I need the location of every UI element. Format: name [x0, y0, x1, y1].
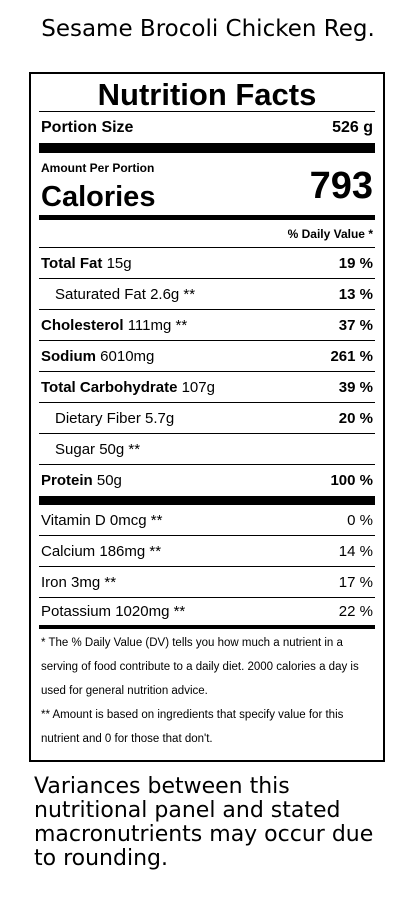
- calories-label: Calories: [41, 181, 156, 213]
- footnotes: * The % Daily Value (DV) tells you how m…: [39, 629, 375, 751]
- vitamin-amount: 3mg **: [71, 573, 117, 591]
- footnote-daily-value: * The % Daily Value (DV) tells you how m…: [41, 637, 359, 697]
- vitamin-amount: 0mcg **: [109, 511, 163, 529]
- vitamin-dv: 0 %: [347, 511, 373, 529]
- vitamin-name: Potassium: [41, 603, 112, 620]
- nutrient-amount: 15g: [106, 254, 132, 272]
- amount-per-portion-label: Amount Per Portion: [41, 161, 155, 175]
- vitamin-row-potassium: Potassium 1020mg ** 22 %: [39, 598, 375, 629]
- vitamin-dv: 22 %: [338, 603, 373, 620]
- rounding-note: Variances between this nutritional panel…: [34, 774, 374, 871]
- daily-value-header: % Daily Value *: [39, 220, 375, 248]
- thick-divider: [39, 496, 375, 505]
- portion-size-value: 526 g: [332, 118, 373, 136]
- nutrient-name: Sodium: [41, 347, 96, 365]
- nutrient-dv: 20 %: [338, 409, 373, 427]
- calories-block: Amount Per Portion Calories 793: [39, 153, 375, 215]
- nutrient-amount: 50g **: [99, 440, 141, 458]
- calories-value: 793: [309, 165, 373, 207]
- nutrient-row-dietary-fiber: Dietary Fiber 5.7g 20 %: [39, 403, 375, 434]
- nutrient-dv: 100 %: [330, 472, 373, 489]
- vitamin-name: Calcium: [41, 542, 96, 560]
- nutrition-facts-heading: Nutrition Facts: [39, 74, 375, 112]
- nutrient-dv: 39 %: [338, 378, 373, 396]
- vitamin-row-iron: Iron 3mg ** 17 %: [39, 567, 375, 598]
- vitamin-name: Vitamin D: [41, 511, 106, 529]
- medium-divider: [39, 215, 375, 220]
- portion-size-row: Portion Size 526 g: [39, 112, 375, 144]
- nutrient-name: Saturated Fat: [55, 285, 146, 303]
- nutrient-row-saturated-fat: Saturated Fat 2.6g ** 13 %: [39, 279, 375, 310]
- vitamin-dv: 14 %: [338, 542, 373, 560]
- nutrient-name: Total Carbohydrate: [41, 378, 178, 396]
- nutrient-name: Total Fat: [41, 254, 103, 272]
- nutrient-dv: 13 %: [338, 285, 373, 303]
- vitamin-amount: 186mg **: [99, 542, 162, 560]
- nutrient-name: Cholesterol: [41, 316, 124, 334]
- nutrient-amount: 2.6g **: [150, 285, 196, 303]
- vitamin-row-vitamin-d: Vitamin D 0mcg ** 0 %: [39, 505, 375, 536]
- nutrient-row-total-fat: Total Fat 15g 19 %: [39, 248, 375, 279]
- vitamin-name: Iron: [41, 573, 67, 591]
- nutrient-row-protein: Protein 50g 100 %: [39, 465, 375, 496]
- nutrient-name: Protein: [41, 472, 93, 489]
- nutrient-amount: 111mg **: [127, 316, 188, 334]
- nutrient-amount: 5.7g: [145, 409, 175, 427]
- nutrient-row-sodium: Sodium 6010mg 261 %: [39, 341, 375, 372]
- nutrient-name: Sugar: [55, 440, 96, 458]
- nutrient-row-cholesterol: Cholesterol 111mg ** 37 %: [39, 310, 375, 341]
- nutrient-row-total-carbohydrate: Total Carbohydrate 107g 39 %: [39, 372, 375, 403]
- daily-value-header-text: % Daily Value *: [287, 226, 373, 241]
- vitamin-dv: 17 %: [338, 573, 373, 591]
- footnote-amount: ** Amount is based on ingredients that s…: [41, 709, 344, 745]
- page-title: Sesame Brocoli Chicken Reg.: [41, 16, 375, 42]
- nutrition-facts-panel: Nutrition Facts Portion Size 526 g Amoun…: [29, 72, 385, 762]
- vitamin-row-calcium: Calcium 186mg ** 14 %: [39, 536, 375, 567]
- nutrient-dv: 19 %: [338, 254, 373, 272]
- vitamin-amount: 1020mg **: [115, 603, 186, 620]
- portion-size-label: Portion Size: [41, 118, 134, 136]
- nutrient-amount: 107g: [181, 378, 215, 396]
- nutrient-amount: 6010mg: [100, 347, 155, 365]
- nutrient-name: Dietary Fiber: [55, 409, 141, 427]
- thick-divider: [39, 144, 375, 153]
- nutrient-dv: 37 %: [338, 316, 373, 334]
- nutrient-row-sugar: Sugar 50g **: [39, 434, 375, 465]
- nutrient-amount: 50g: [96, 472, 122, 489]
- nutrient-dv: 261 %: [330, 347, 373, 365]
